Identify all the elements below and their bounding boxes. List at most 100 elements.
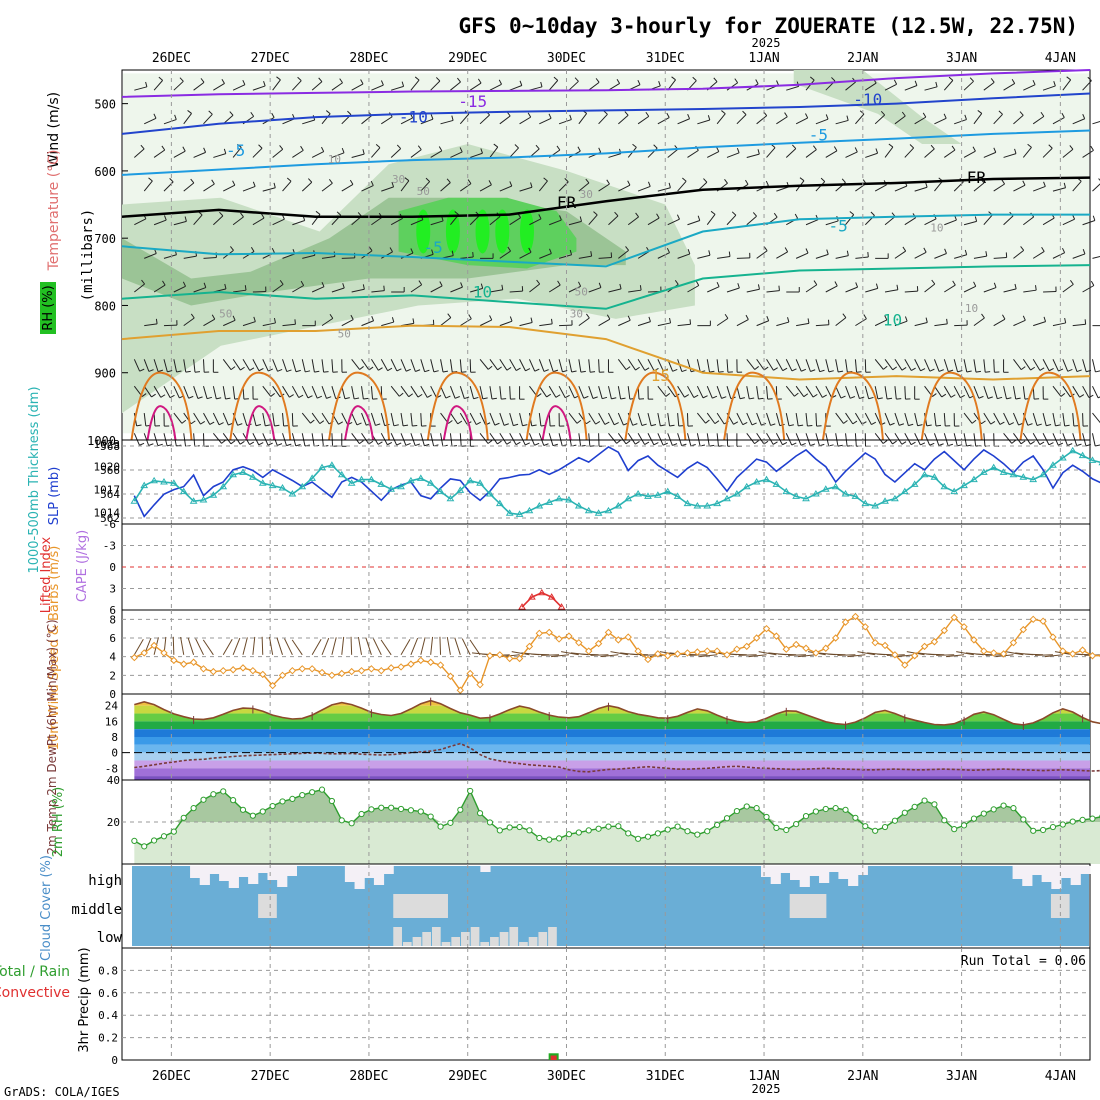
wind-barb	[509, 217, 521, 226]
isotherm-hot-loop	[442, 405, 473, 441]
wind-barb	[805, 284, 818, 293]
wind10m-barb	[531, 653, 550, 656]
contour-label: 10	[965, 302, 978, 315]
wind-barb	[963, 80, 974, 91]
wind-barb-flag	[209, 421, 215, 425]
wind10m-barb	[321, 637, 330, 655]
wind-barb	[637, 412, 643, 426]
wind-barb	[835, 412, 844, 424]
wind-barb	[1062, 413, 1066, 427]
wind-barb	[460, 256, 474, 259]
wind-barb	[519, 251, 532, 259]
wind-barb-flag	[359, 440, 364, 445]
thickness-marker	[328, 461, 336, 468]
wind-barb-flag	[754, 440, 759, 445]
wind-barb	[608, 412, 615, 425]
wind-barb-flag	[194, 371, 200, 373]
wind-barb	[983, 287, 997, 293]
wind-barb	[805, 149, 817, 158]
wind-barb	[785, 433, 793, 446]
wind-speed-marker	[762, 624, 771, 633]
wind-speed-marker	[1039, 617, 1047, 625]
ylabel-rh2m: 2m RH (%)	[51, 787, 66, 858]
temp-band	[134, 768, 1090, 777]
cloud-background	[132, 866, 1089, 946]
wind-barb	[1003, 153, 1017, 158]
wind-speed-marker	[426, 658, 435, 666]
wind-barb	[538, 359, 545, 372]
wind-barb-flag	[208, 110, 213, 115]
wind-barb	[292, 149, 304, 158]
top-date-label: 1JAN	[748, 51, 779, 66]
wind10m-barb	[946, 654, 965, 658]
wind-barb	[361, 185, 374, 192]
wind-barb-flag	[613, 422, 619, 426]
wind-barb-flag	[904, 316, 908, 322]
wind-barb	[213, 83, 225, 91]
wind-barb	[144, 253, 157, 259]
wind-barb	[252, 359, 260, 371]
contour-label: -10	[399, 107, 428, 126]
rh-marker	[555, 835, 563, 842]
wind-barb-flag	[522, 424, 528, 427]
rh-marker	[852, 814, 859, 821]
wind-barb	[706, 385, 713, 399]
wind-barb-flag	[1015, 397, 1021, 400]
isotherm-line	[121, 69, 1091, 98]
rh-marker	[378, 804, 385, 811]
wind-barb-flag	[578, 281, 582, 287]
wind-barb	[1013, 249, 1025, 259]
wind-barb	[973, 113, 983, 125]
cloud-low-bar	[480, 942, 490, 946]
wind-barb-flag	[218, 422, 224, 426]
wind-barb	[193, 386, 199, 399]
rh-marker	[516, 823, 523, 831]
cloud-middle-bar	[420, 894, 430, 918]
wind-speed-marker	[831, 634, 840, 642]
precip-bars	[548, 1053, 559, 1060]
wind-barb	[153, 359, 159, 372]
wind-barb	[1052, 412, 1056, 426]
wind-barb	[143, 413, 147, 427]
ylabel-temp2m: 2m Temp 2m DewPt (6hr Min/Max) (°C)	[45, 619, 59, 854]
contour-label: 10	[883, 311, 902, 330]
wind-barb-flag	[805, 113, 809, 119]
cloud-middle-bar	[798, 894, 809, 918]
rh-marker	[960, 822, 968, 829]
thickness-marker	[812, 490, 820, 497]
wind-barb-flag	[863, 314, 867, 320]
wind-barb-flag	[586, 313, 590, 319]
wind-barb-flag	[525, 442, 530, 446]
wind-barb	[578, 385, 585, 399]
wind-barb-flag	[1020, 246, 1025, 251]
wind-barb-flag	[370, 180, 374, 186]
wind-barb-flag	[230, 246, 234, 251]
wind-barb	[331, 359, 334, 373]
wind-barb-flag	[843, 420, 848, 424]
wind-barb	[825, 359, 830, 373]
wind-barb	[944, 149, 956, 158]
wind-barb-flag	[328, 178, 333, 184]
wind10m-grid	[122, 610, 1090, 694]
temp-band	[134, 729, 1090, 737]
thickness-marker	[979, 468, 988, 475]
wind-barb-flag	[668, 182, 671, 188]
wind-speed-marker	[703, 647, 711, 655]
wind-barb	[1003, 412, 1010, 425]
wind-barb	[144, 117, 157, 125]
wind-barb-flag	[867, 251, 869, 258]
wind-barb	[302, 254, 316, 259]
cloud-low-bar	[548, 927, 557, 946]
wind-barb-flag	[714, 420, 720, 425]
wind-barb	[390, 359, 398, 372]
wind10m-barb	[699, 654, 718, 658]
wind-speed-marker	[861, 623, 869, 631]
wind-barb	[785, 385, 795, 397]
wind-barb	[637, 251, 650, 259]
wind-barb	[479, 184, 492, 192]
wind-barb-flag	[614, 211, 619, 217]
thickness-marker	[723, 494, 731, 502]
wind-barb-flag	[451, 250, 454, 256]
